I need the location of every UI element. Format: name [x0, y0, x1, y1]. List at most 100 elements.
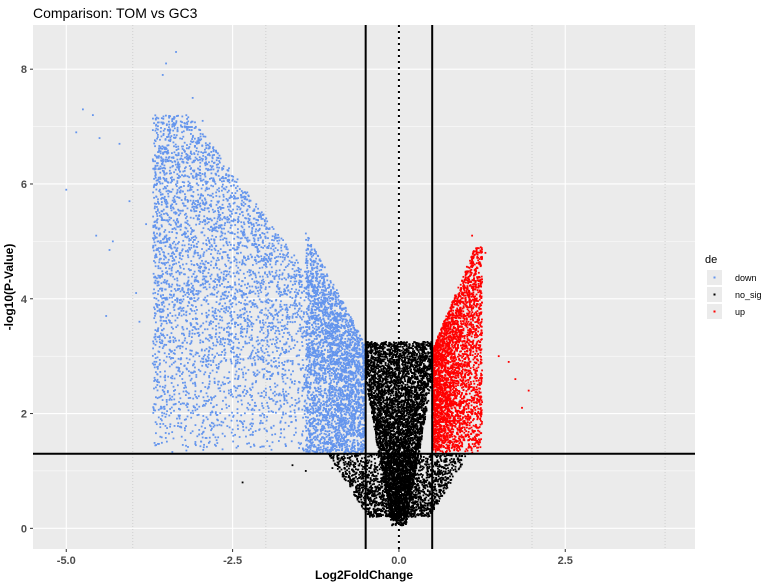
- down-point: [166, 240, 169, 243]
- down-point: [290, 275, 293, 278]
- down-point: [281, 314, 284, 317]
- down-point: [170, 252, 173, 255]
- down-point: [274, 237, 276, 239]
- down-point: [179, 228, 182, 231]
- down-point: [209, 277, 212, 280]
- down-point: [240, 230, 242, 233]
- down-point: [164, 432, 167, 434]
- down-point: [158, 308, 161, 311]
- down-point: [165, 150, 168, 153]
- down-point: [212, 185, 214, 188]
- down-point: [153, 363, 155, 366]
- down-point: [289, 410, 292, 413]
- down-point: [209, 245, 211, 248]
- down-point: [154, 409, 157, 412]
- down-point: [162, 170, 165, 173]
- down-point: [174, 403, 176, 406]
- down-point: [176, 284, 179, 287]
- down-point: [260, 246, 263, 249]
- down-point: [165, 355, 168, 358]
- down-point: [178, 287, 181, 290]
- down-point: [236, 378, 239, 381]
- down-point: [204, 162, 207, 165]
- down-point: [179, 254, 181, 257]
- down-point: [310, 344, 313, 346]
- down-point: [192, 287, 195, 290]
- down-point: [191, 290, 194, 293]
- down-point: [314, 404, 317, 407]
- down-point: [203, 209, 206, 212]
- down-point: [314, 311, 317, 314]
- down-point: [220, 177, 223, 180]
- down-point: [277, 287, 280, 290]
- down-point: [198, 429, 201, 431]
- down-point: [315, 315, 318, 317]
- down-point: [166, 410, 168, 413]
- down-point: [261, 445, 264, 448]
- down-point: [326, 430, 329, 433]
- down-point: [337, 395, 340, 398]
- down-point: [195, 275, 198, 278]
- down-point: [287, 276, 290, 279]
- down-point: [168, 296, 171, 299]
- down-point: [204, 328, 206, 331]
- down-point: [152, 226, 155, 229]
- down-point: [164, 160, 167, 163]
- down-point: [196, 264, 199, 267]
- down-point: [349, 339, 352, 342]
- down-point: [181, 263, 184, 266]
- down-point: [118, 142, 121, 145]
- down-point: [211, 411, 214, 414]
- down-point: [171, 125, 174, 128]
- down-point: [191, 304, 194, 307]
- down-point: [157, 198, 159, 201]
- down-point: [186, 282, 189, 285]
- down-point: [283, 399, 286, 402]
- down-point: [254, 375, 257, 378]
- down-point: [208, 383, 211, 385]
- down-point: [275, 329, 277, 332]
- down-point: [357, 389, 360, 392]
- down-point: [303, 400, 306, 403]
- down-point: [268, 312, 271, 314]
- down-point: [305, 270, 307, 273]
- down-point: [152, 237, 154, 240]
- down-point: [235, 362, 237, 365]
- up-point: [527, 389, 530, 392]
- down-point: [231, 302, 234, 304]
- down-point: [211, 160, 213, 163]
- down-point: [190, 194, 193, 197]
- down-point: [286, 309, 289, 311]
- down-point: [152, 411, 155, 414]
- down-point: [198, 265, 201, 268]
- down-point: [167, 261, 169, 264]
- down-point: [206, 418, 209, 421]
- down-point: [238, 362, 241, 364]
- down-point: [338, 335, 341, 338]
- down-point: [248, 319, 250, 322]
- down-point: [284, 327, 287, 329]
- down-point: [168, 394, 171, 397]
- down-point: [271, 305, 274, 308]
- down-point: [218, 380, 220, 383]
- down-point: [354, 387, 357, 390]
- down-point: [209, 275, 212, 278]
- down-point: [168, 115, 171, 118]
- down-point: [304, 368, 307, 371]
- down-point: [158, 341, 161, 344]
- down-point: [236, 235, 239, 238]
- down-point: [183, 141, 186, 144]
- down-point: [165, 177, 168, 180]
- down-point: [186, 157, 188, 160]
- down-point: [159, 138, 161, 141]
- down-point: [231, 428, 234, 431]
- down-point: [236, 387, 239, 390]
- down-point: [261, 309, 263, 311]
- down-point: [239, 314, 242, 317]
- down-point: [263, 416, 266, 419]
- down-point: [268, 299, 271, 302]
- down-point: [206, 395, 209, 398]
- down-point: [152, 406, 155, 409]
- down-point: [343, 444, 346, 446]
- down-point: [299, 328, 302, 330]
